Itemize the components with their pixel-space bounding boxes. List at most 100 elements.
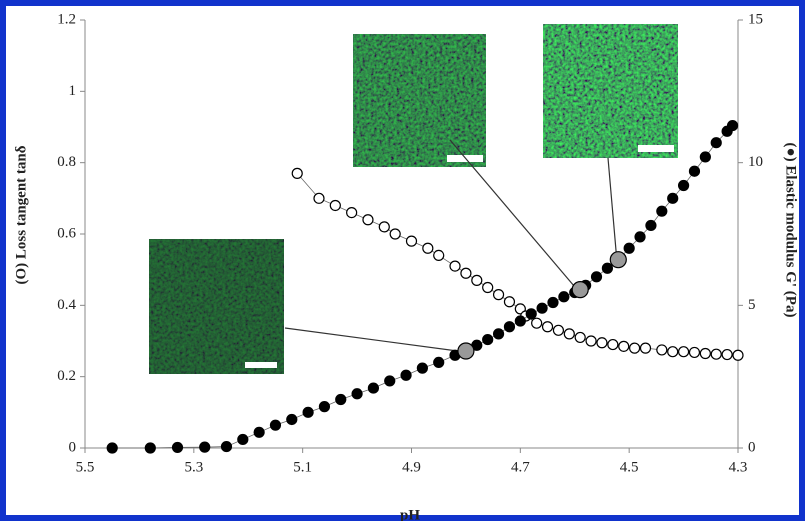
data-point bbox=[368, 383, 378, 393]
data-point bbox=[635, 232, 645, 242]
data-point bbox=[483, 283, 493, 293]
data-point bbox=[287, 414, 297, 424]
data-point bbox=[586, 336, 596, 346]
data-point bbox=[504, 297, 514, 307]
data-point bbox=[700, 152, 710, 162]
data-point bbox=[711, 138, 721, 148]
data-point bbox=[472, 275, 482, 285]
y2-tick-label: 5 bbox=[748, 297, 756, 313]
x-tick-label: 5.5 bbox=[76, 459, 95, 475]
data-point bbox=[450, 261, 460, 271]
data-point bbox=[221, 442, 231, 452]
x-tick-label: 4.5 bbox=[620, 459, 639, 475]
data-point bbox=[483, 335, 493, 345]
y-tick-label: 1.2 bbox=[57, 11, 76, 27]
data-point bbox=[347, 208, 357, 218]
data-point bbox=[679, 180, 689, 190]
data-point bbox=[657, 345, 667, 355]
x-tick-label: 5.1 bbox=[293, 459, 312, 475]
data-point bbox=[711, 349, 721, 359]
y-axis-label: (O) Loss tangent tanδ bbox=[13, 145, 29, 284]
data-point bbox=[700, 348, 710, 358]
data-point bbox=[390, 229, 400, 239]
y2-tick-label: 15 bbox=[748, 11, 763, 27]
data-point bbox=[238, 434, 248, 444]
data-point bbox=[559, 292, 569, 302]
micrograph bbox=[543, 24, 678, 262]
x-tick-label: 5.3 bbox=[184, 459, 203, 475]
data-point bbox=[401, 370, 411, 380]
data-point bbox=[532, 318, 542, 328]
data-point bbox=[592, 272, 602, 282]
data-point bbox=[363, 215, 373, 225]
data-point bbox=[292, 168, 302, 178]
micrograph bbox=[149, 239, 465, 374]
data-point bbox=[602, 263, 612, 273]
data-point bbox=[494, 290, 504, 300]
data-point bbox=[575, 332, 585, 342]
data-point bbox=[689, 166, 699, 176]
data-point bbox=[303, 407, 313, 417]
data-point bbox=[423, 243, 433, 253]
data-point bbox=[610, 252, 626, 268]
data-point bbox=[407, 236, 417, 246]
data-point bbox=[330, 200, 340, 210]
y-tick-label: 0.4 bbox=[57, 297, 76, 313]
data-point bbox=[458, 343, 474, 359]
data-point bbox=[515, 316, 525, 326]
data-point bbox=[597, 338, 607, 348]
y-tick-label: 0 bbox=[69, 439, 77, 455]
data-point bbox=[379, 222, 389, 232]
data-point bbox=[640, 343, 650, 353]
data-point bbox=[728, 121, 738, 131]
y2-tick-label: 0 bbox=[748, 439, 756, 455]
data-point bbox=[314, 193, 324, 203]
x-tick-label: 4.9 bbox=[402, 459, 421, 475]
data-point bbox=[553, 325, 563, 335]
data-point bbox=[689, 347, 699, 357]
y-tick-label: 1 bbox=[69, 83, 77, 99]
data-point bbox=[543, 322, 553, 332]
data-point bbox=[679, 347, 689, 357]
y-tick-label: 0.8 bbox=[57, 154, 76, 170]
data-point bbox=[504, 322, 514, 332]
data-point bbox=[548, 297, 558, 307]
x-tick-label: 4.3 bbox=[729, 459, 748, 475]
data-point bbox=[352, 389, 362, 399]
data-point bbox=[254, 427, 264, 437]
data-point bbox=[537, 303, 547, 313]
data-point bbox=[733, 350, 743, 360]
data-point bbox=[385, 376, 395, 386]
data-point bbox=[657, 206, 667, 216]
data-point bbox=[526, 309, 536, 319]
data-point bbox=[668, 347, 678, 357]
data-point bbox=[173, 442, 183, 452]
data-point bbox=[145, 443, 155, 453]
data-point bbox=[608, 340, 618, 350]
data-point bbox=[461, 268, 471, 278]
data-point bbox=[434, 250, 444, 260]
data-point bbox=[619, 341, 629, 351]
data-point bbox=[200, 442, 210, 452]
y-tick-label: 0.6 bbox=[57, 225, 76, 241]
data-point bbox=[336, 394, 346, 404]
y-tick-label: 0.2 bbox=[57, 368, 76, 384]
x-tick-label: 4.7 bbox=[511, 459, 530, 475]
data-point bbox=[434, 357, 444, 367]
data-point bbox=[668, 193, 678, 203]
data-point bbox=[646, 220, 656, 230]
data-point bbox=[564, 329, 574, 339]
chart: pH (O) Loss tangent tanδ (●) Elastic mod… bbox=[0, 0, 805, 521]
data-point bbox=[494, 329, 504, 339]
data-point bbox=[417, 363, 427, 373]
y2-tick-label: 10 bbox=[748, 154, 763, 170]
y2-axis-label: (●) Elastic modulus G' (Pa) bbox=[783, 143, 799, 318]
data-point bbox=[572, 282, 588, 298]
data-point bbox=[624, 243, 634, 253]
data-point bbox=[722, 350, 732, 360]
data-point bbox=[630, 343, 640, 353]
x-axis-label: pH bbox=[400, 507, 420, 521]
data-point bbox=[107, 443, 117, 453]
data-point bbox=[319, 402, 329, 412]
data-point bbox=[270, 420, 280, 430]
